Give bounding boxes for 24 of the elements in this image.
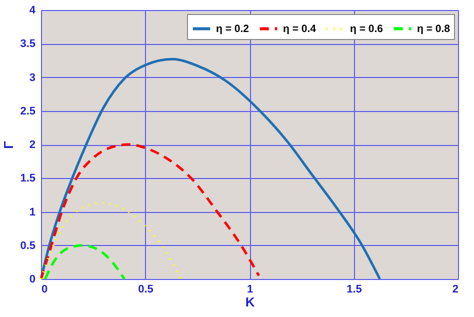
x-tick-label: 1 — [246, 284, 254, 296]
legend-label: η = 0.6 — [350, 22, 384, 35]
line-series — [40, 143, 260, 280]
y-tick-label: 1 — [29, 206, 36, 218]
x-tick-label: 2 — [452, 284, 458, 296]
y-tick-label: 0 — [29, 274, 36, 286]
y-tick-label: 2 — [29, 139, 36, 151]
x-tick-label: 1.5 — [346, 284, 362, 296]
legend-label: η = 0.8 — [417, 22, 450, 35]
x-axis-title: K — [245, 294, 256, 310]
legend-label: η = 0.2 — [216, 22, 250, 35]
line-series — [44, 244, 126, 280]
line-series — [40, 202, 182, 280]
legend-label: η = 0.4 — [283, 22, 316, 35]
y-tick-label: 0.5 — [20, 240, 36, 252]
y-axis-title: Γ — [1, 140, 16, 149]
x-tick-label: 0.5 — [138, 284, 154, 296]
y-tick-label: 4 — [29, 4, 36, 16]
y-tick-label: 1.5 — [20, 172, 36, 185]
x-tick-label: 0 — [42, 284, 48, 296]
y-tick-label: 3.5 — [20, 38, 36, 50]
line-series — [40, 58, 382, 280]
y-tick-label: 2.5 — [20, 105, 36, 118]
y-tick-label: 3 — [29, 72, 36, 84]
